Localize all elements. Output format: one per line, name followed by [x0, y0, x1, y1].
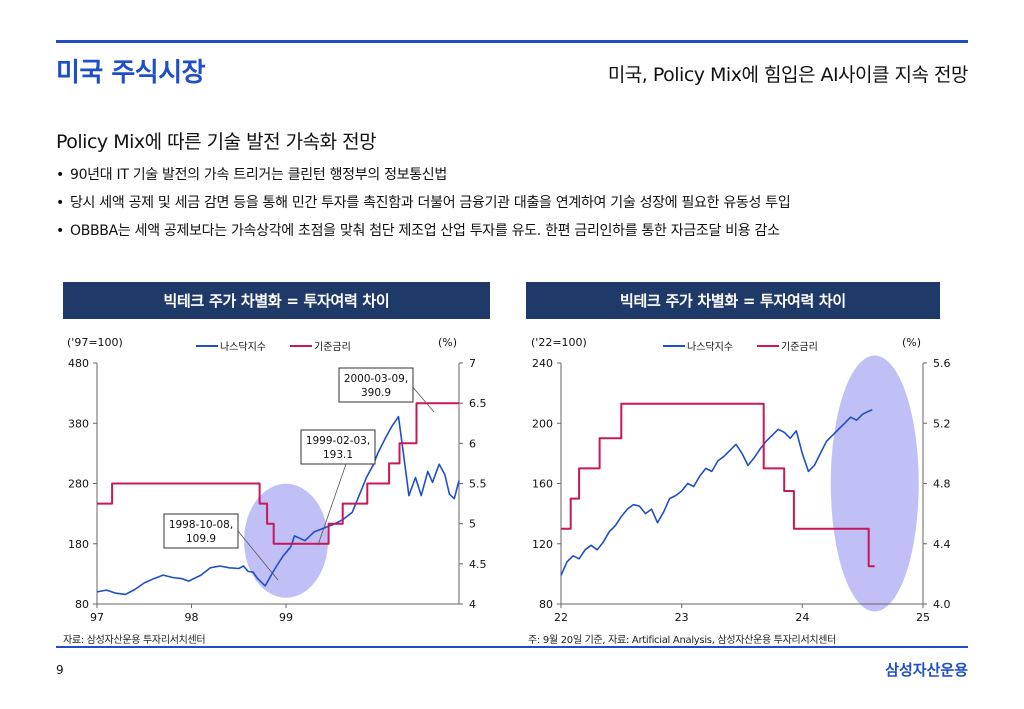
- right-tick-label: 5.2: [933, 417, 951, 430]
- slide-headline: Policy Mix에 따른 기술 발전 가속화 전망: [56, 131, 377, 153]
- right-chart-title: 빅테크 주가 차별화 = 투자여력 차이: [526, 282, 940, 319]
- annotation-date: 2000-03-09,: [344, 373, 408, 385]
- annotation-value: 109.9: [186, 533, 216, 545]
- left-tick-label: 200: [532, 417, 553, 430]
- x-tick-label: 98: [185, 611, 199, 624]
- legend-label-nasdaq: 나스닥지수: [220, 341, 266, 353]
- annotation-leader: [410, 384, 435, 413]
- right-tick-label: 7: [469, 357, 476, 370]
- annotation-box: [163, 513, 239, 549]
- left-unit-label: ('22=100): [531, 336, 587, 349]
- left-tick-label: 80: [539, 598, 553, 611]
- left-unit-label: ('97=100): [67, 336, 123, 349]
- left-tick-label: 280: [68, 478, 89, 491]
- right-tick-label: 4.8: [933, 478, 951, 491]
- top-rule: [56, 40, 968, 43]
- annotation-leader: [317, 463, 347, 546]
- left-tick-label: 380: [68, 417, 89, 430]
- bottom-rule: [56, 646, 968, 648]
- legend-label-rate: 기준금리: [781, 341, 818, 353]
- slide-subtitle: 미국, Policy Mix에 힘입은 AI사이클 지속 전망: [607, 64, 969, 86]
- rate-series-line: [97, 402, 459, 545]
- legend-label-rate: 기준금리: [314, 341, 351, 353]
- right-tick-label: 6.5: [469, 397, 487, 410]
- nasdaq-series-line: [560, 408, 873, 576]
- left-tick-label: 160: [532, 478, 553, 491]
- right-tick-label: 4.4: [933, 538, 951, 551]
- x-tick-label: 22: [554, 611, 568, 624]
- right-unit-label: (%): [438, 336, 457, 349]
- annotation-box: [300, 429, 376, 465]
- annotation-date: 1998-10-08,: [169, 519, 233, 531]
- annotation-value: 390.9: [361, 387, 391, 399]
- highlight-ellipse: [830, 355, 919, 612]
- nasdaq-series-line: [96, 415, 460, 596]
- brand-logo: 삼성자산운용: [885, 661, 968, 679]
- left-tick-label: 240: [532, 357, 553, 370]
- right-tick-label: 4.5: [469, 558, 487, 571]
- left-chart-title: 빅테크 주가 차별화 = 투자여력 차이: [63, 282, 490, 319]
- right-tick-label: 5.6: [933, 357, 951, 370]
- left-chart-source: 자료: 삼성자산운용 투자리서치센터: [63, 635, 206, 646]
- left-tick-label: 180: [68, 538, 89, 551]
- right-tick-label: 4: [469, 598, 476, 611]
- right-tick-label: 4.0: [933, 598, 951, 611]
- bullet-list: 90년대 IT 기술 발전의 가속 트리거는 클린턴 행정부의 정보통신법 당시…: [56, 161, 791, 245]
- left-chart: ('97=100) (%) 80 180 280 380 480 4 4.5 5 5.5 6 6.5 7 9…: [67, 336, 487, 624]
- page-number: 9: [56, 663, 64, 677]
- right-chart: ('22=100) (%) 80 120 160 200 240 4.0 4.4 4.8 5.2 5.…: [531, 336, 951, 624]
- annotation-date: 1999-02-03,: [306, 435, 370, 447]
- annotation-box: [338, 367, 414, 403]
- x-tick-label: 23: [675, 611, 689, 624]
- left-tick-label: 120: [532, 538, 553, 551]
- x-tick-label: 99: [279, 611, 293, 624]
- section-title: 미국 주식시장: [56, 58, 206, 88]
- left-tick-label: 480: [68, 357, 89, 370]
- x-tick-label: 25: [916, 611, 930, 624]
- bullet-item: 당시 세액 공제 및 세금 감면 등을 통해 민간 투자를 촉진함과 더불어 금…: [56, 189, 791, 217]
- bullet-item: OBBBA는 세액 공제보다는 가속상각에 초점을 맞춰 첨단 제조업 산업 투…: [56, 217, 790, 245]
- annotation-leader: [237, 530, 279, 581]
- bullet-item: 90년대 IT 기술 발전의 가속 트리거는 클린턴 행정부의 정보통신법: [56, 161, 790, 189]
- left-tick-label: 80: [75, 598, 89, 611]
- right-tick-label: 5: [469, 518, 476, 531]
- right-tick-label: 6: [469, 437, 476, 450]
- annotation-value: 193.1: [323, 449, 353, 461]
- right-unit-label: (%): [902, 336, 921, 349]
- legend-label-nasdaq: 나스닥지수: [687, 341, 733, 353]
- right-tick-label: 5.5: [469, 478, 487, 491]
- x-tick-label: 24: [795, 611, 809, 624]
- rate-series-line: [561, 402, 875, 568]
- highlight-ellipse: [244, 483, 329, 598]
- right-chart-source: 주: 9월 20일 기준, 자료: Artificial Analysis, 삼…: [528, 635, 837, 646]
- x-tick-label: 97: [90, 611, 104, 624]
